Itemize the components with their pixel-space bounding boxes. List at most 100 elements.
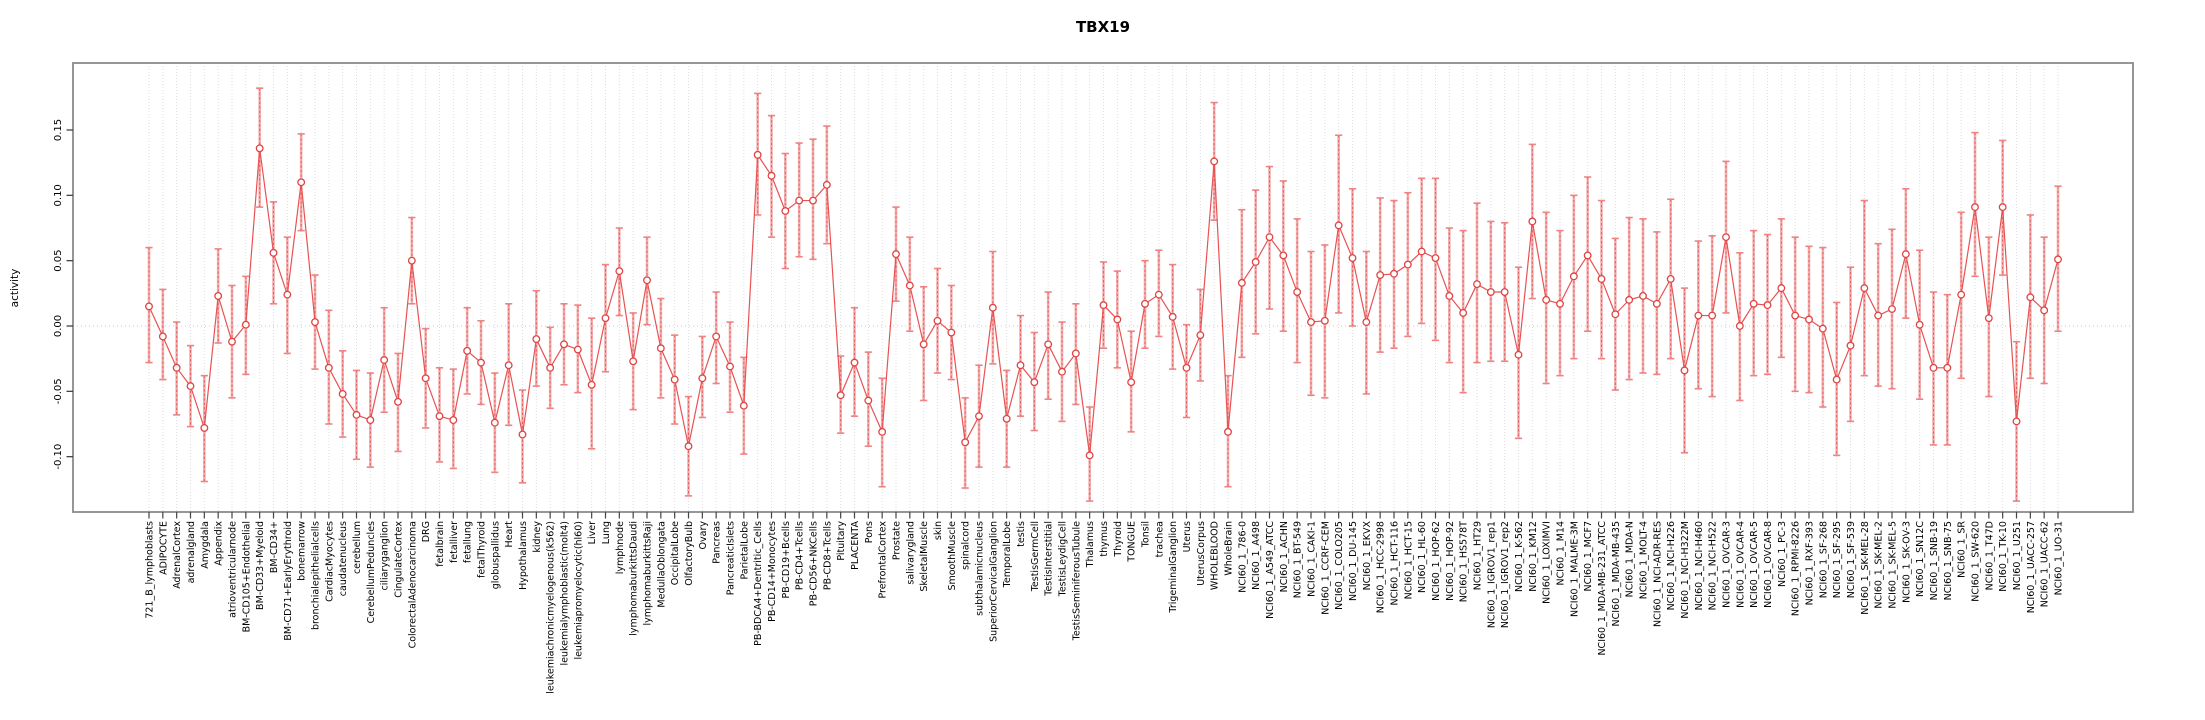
y-tick-label: 0.15 xyxy=(53,119,64,141)
data-point xyxy=(601,314,610,323)
data-point xyxy=(1307,318,1315,327)
data-point xyxy=(1680,366,1689,375)
data-point xyxy=(2026,293,2035,302)
data-point xyxy=(1071,349,1080,358)
data-point xyxy=(228,337,236,346)
data-point xyxy=(781,207,790,215)
x-tick-label: NCI60_1_UO-31 xyxy=(2054,521,2065,595)
data-point xyxy=(2012,417,2021,426)
data-point xyxy=(1611,310,1620,319)
data-point xyxy=(1735,322,1744,330)
data-point xyxy=(726,362,734,371)
x-tick-label: NCI60_1_OVCAR-5 xyxy=(1749,521,1760,608)
data-point xyxy=(1556,299,1564,308)
x-tick-label: NCI60_1_IGROV1_rep2 xyxy=(1500,521,1511,628)
data-point xyxy=(490,418,499,427)
x-tick-label: lymphnode xyxy=(615,521,626,574)
x-tick-label: NCI60_1_NCI-H322M xyxy=(1680,521,1691,619)
x-tick-label: kidney xyxy=(532,521,543,553)
data-point xyxy=(532,335,541,344)
data-point xyxy=(1860,284,1869,293)
data-point xyxy=(822,180,831,189)
x-tick-label: Heart xyxy=(504,521,515,548)
x-tick-label: NCI60_1_HCT-15 xyxy=(1403,521,1414,599)
data-point xyxy=(712,332,721,341)
x-tick-label: Lung xyxy=(601,521,612,544)
data-point xyxy=(836,391,845,400)
data-point xyxy=(975,412,983,421)
data-point xyxy=(1431,254,1440,263)
data-point xyxy=(629,357,638,366)
data-point xyxy=(1113,315,1122,324)
x-tick-label: fetallung xyxy=(463,521,474,563)
data-point xyxy=(380,356,389,364)
data-point xyxy=(1666,275,1675,283)
x-tick-label: NCI60_1_BT-549 xyxy=(1293,521,1304,598)
x-tick-label: adrenalgland xyxy=(186,521,197,583)
data-point xyxy=(366,416,375,425)
data-point xyxy=(1417,247,1426,256)
data-point xyxy=(1583,251,1592,260)
x-tick-label: BM-CD33+Myeloid xyxy=(255,521,266,610)
data-point xyxy=(546,363,555,372)
x-tick-label: NCI60_1_U251 xyxy=(2012,521,2023,590)
data-point xyxy=(1182,363,1191,372)
data-point xyxy=(1168,312,1177,321)
data-point xyxy=(352,410,361,419)
x-tick-label: NCI60_1_SK-MEL-5 xyxy=(1888,521,1899,609)
x-tick-label: 721_B_lymphoblasts xyxy=(145,521,156,619)
data-point xyxy=(158,332,167,341)
data-point xyxy=(1818,324,1827,333)
chart-title: TBX19 xyxy=(1075,18,1131,36)
data-point xyxy=(1210,157,1219,166)
data-point xyxy=(1763,301,1772,310)
x-tick-label: Prostate xyxy=(892,521,903,560)
data-point xyxy=(269,248,278,257)
data-point xyxy=(1127,378,1136,387)
x-tick-label: NCI60_1_HS578T xyxy=(1459,521,1470,602)
x-tick-label: NCI60_1_NCI-H522 xyxy=(1708,521,1719,610)
data-point xyxy=(560,340,568,349)
data-point xyxy=(1348,254,1357,263)
x-tick-label: ParietalLobe xyxy=(739,521,750,580)
data-point xyxy=(1888,305,1896,313)
x-tick-label: TONGUE xyxy=(1127,521,1138,563)
x-tick-label: SmoothMuscle xyxy=(947,521,958,591)
x-tick-label: NCI60_1_MCF7 xyxy=(1583,521,1594,592)
x-tick-label: NCI60_1_RPMI-8226 xyxy=(1791,521,1802,616)
data-point xyxy=(1445,291,1454,300)
data-point xyxy=(1320,316,1329,325)
data-point xyxy=(1971,203,1979,212)
data-point xyxy=(573,345,582,354)
data-point xyxy=(1749,299,1758,308)
y-tick-label: 0.05 xyxy=(53,250,64,272)
x-tick-label: DRG xyxy=(421,521,432,542)
data-point xyxy=(241,320,250,329)
data-point xyxy=(767,171,776,180)
x-tick-label: NCI60_1_PC-3 xyxy=(1777,521,1788,587)
data-point xyxy=(1708,311,1717,320)
x-tick-label: NCI60_1_KM12 xyxy=(1528,521,1539,592)
data-point xyxy=(186,382,195,391)
x-tick-label: TrigeminalGanglion xyxy=(1168,521,1179,614)
x-tick-label: lymphomaburkittsRaji xyxy=(643,521,654,625)
data-point xyxy=(1085,451,1094,460)
data-point xyxy=(615,267,624,276)
x-tick-label: NCI60_1_NCI-H226 xyxy=(1666,521,1677,610)
data-point xyxy=(1874,311,1883,320)
x-tick-label: bronchialepithelialcells xyxy=(311,521,322,630)
x-tick-label: ADIPOCYTE xyxy=(158,521,169,575)
x-tick-label: cerebellum xyxy=(352,521,363,574)
data-point xyxy=(200,423,209,432)
x-tick-label: caudatenucleus xyxy=(338,521,349,596)
data-point xyxy=(1625,295,1634,304)
data-point xyxy=(145,302,153,311)
x-tick-label: Pons xyxy=(864,521,875,543)
x-tick-label: NCI60_1_MDA-N xyxy=(1625,521,1636,597)
x-tick-label: PancreaticIslets xyxy=(726,521,737,595)
x-tick-label: Pancreas xyxy=(712,521,723,564)
y-tick-label: -0.10 xyxy=(53,444,64,470)
x-tick-label: Tonsil xyxy=(1141,521,1152,548)
x-tick-label: NCI60_1_A549_ATCC xyxy=(1265,521,1276,619)
